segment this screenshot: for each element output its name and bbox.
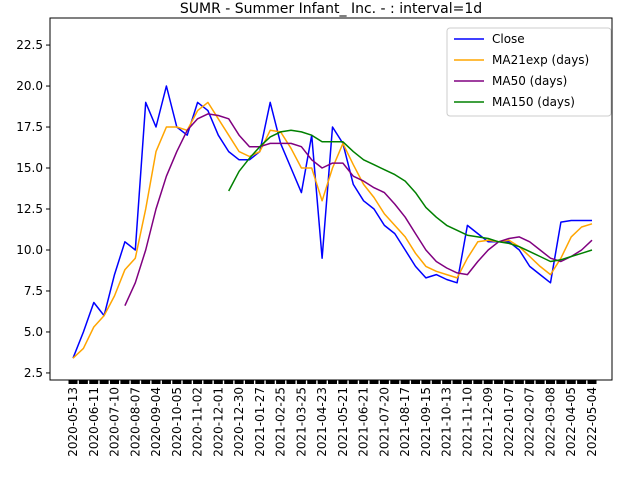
chart-title: SUMR - Summer Infant_ Inc. - : interval=…	[180, 1, 482, 17]
y-tick-label: 10.0	[16, 243, 43, 257]
x-tick	[244, 380, 254, 384]
x-tick-label: 2020-07-10	[108, 387, 122, 457]
x-tick	[276, 380, 286, 384]
x-tick-label: 2020-08-07	[128, 387, 142, 457]
x-tick	[359, 380, 369, 384]
x-tick	[328, 380, 337, 384]
series-line	[124, 113, 593, 307]
x-tick-label: 2022-01-07	[502, 387, 516, 457]
x-tick	[141, 380, 151, 384]
x-tick-label: 2022-03-08	[543, 387, 557, 457]
x-tick	[307, 380, 317, 384]
x-tick	[348, 380, 358, 384]
x-tick	[203, 380, 213, 384]
x-tick	[514, 380, 524, 384]
x-tick-label: 2020-10-05	[170, 387, 184, 457]
x-tick-label: 2021-08-17	[398, 387, 412, 457]
x-tick	[379, 380, 389, 384]
x-tick-label: 2021-05-21	[336, 387, 350, 457]
legend-label: MA150 (days)	[492, 95, 575, 109]
x-tick-label: 2022-05-04	[585, 387, 599, 457]
x-tick	[172, 380, 182, 384]
x-tick	[234, 380, 244, 384]
x-tick	[587, 380, 597, 384]
x-tick	[120, 380, 130, 384]
y-tick-label: 2.5	[24, 366, 43, 380]
x-tick	[504, 380, 514, 384]
x-tick	[78, 380, 88, 384]
x-tick	[89, 380, 99, 384]
x-tick	[535, 380, 545, 384]
x-tick	[151, 380, 161, 384]
x-tick	[431, 380, 441, 384]
series-line	[72, 101, 593, 359]
x-tick	[110, 380, 120, 384]
series-line	[72, 85, 592, 359]
x-tick-label: 2020-12-30	[232, 387, 246, 457]
x-tick-label: 2020-12-01	[211, 387, 225, 457]
x-tick-label: 2022-04-05	[564, 387, 578, 457]
x-tick-label: 2020-05-13	[66, 387, 80, 457]
series-line	[228, 129, 593, 263]
x-tick	[213, 380, 223, 384]
x-tick	[494, 380, 504, 384]
legend-label: MA21exp (days)	[492, 53, 589, 67]
x-tick	[369, 380, 379, 384]
x-tick	[545, 380, 555, 384]
x-tick-label: 2021-02-25	[274, 387, 288, 457]
x-tick	[130, 380, 140, 384]
x-tick	[296, 380, 306, 384]
x-tick-label: 2020-11-02	[191, 387, 205, 457]
y-tick-label: 22.5	[16, 38, 43, 52]
x-tick	[99, 380, 109, 384]
x-tick-label: 2021-10-13	[440, 387, 454, 457]
x-tick	[224, 380, 234, 384]
legend-box	[446, 27, 612, 117]
x-tick	[556, 380, 566, 384]
x-tick	[525, 380, 535, 384]
x-tick-label: 2021-03-25	[294, 387, 308, 457]
x-tick	[411, 380, 421, 384]
x-tick	[255, 380, 265, 384]
plot-frame	[49, 17, 613, 381]
x-tick-label: 2021-01-27	[253, 387, 267, 457]
x-tick-label: 2021-07-20	[377, 387, 391, 457]
legend: Close MA21exp (days) MA50 (days) MA150 (day…	[446, 27, 612, 117]
y-tick-label: 7.5	[24, 284, 43, 298]
x-tick-label: 2021-11-10	[460, 387, 474, 457]
y-tick-label: 5.0	[24, 325, 43, 339]
x-tick	[390, 380, 400, 384]
x-tick-label: 2021-06-21	[357, 387, 371, 457]
x-tick	[182, 380, 192, 384]
x-tick	[161, 380, 171, 384]
legend-label: MA50 (days)	[492, 74, 567, 88]
y-tick-label: 12.5	[16, 202, 43, 216]
x-tick-label: 2022-02-07	[523, 387, 537, 457]
x-tick	[452, 380, 462, 384]
x-tick	[462, 380, 472, 384]
x-tick-label: 2021-12-09	[481, 387, 495, 457]
y-tick-label: 20.0	[16, 79, 43, 93]
x-tick-label: 2020-06-11	[87, 387, 101, 457]
x-tick	[338, 380, 348, 384]
x-tick-label: 2021-04-23	[315, 387, 329, 457]
x-tick	[286, 380, 296, 384]
y-tick-label: 15.0	[16, 161, 43, 175]
x-tick	[400, 380, 410, 384]
x-tick	[473, 380, 483, 384]
x-tick-label: 2021-09-15	[419, 387, 433, 457]
y-tick-label: 17.5	[16, 120, 43, 134]
x-tick	[577, 380, 587, 384]
x-tick-label: 2020-09-04	[149, 387, 163, 457]
x-tick	[566, 380, 576, 384]
x-tick	[483, 380, 493, 384]
x-tick	[421, 380, 431, 384]
x-tick	[68, 380, 78, 384]
x-tick	[193, 380, 203, 384]
x-tick	[265, 380, 275, 384]
x-tick	[317, 380, 327, 384]
x-tick	[442, 380, 452, 384]
legend-label: Close	[492, 32, 525, 46]
